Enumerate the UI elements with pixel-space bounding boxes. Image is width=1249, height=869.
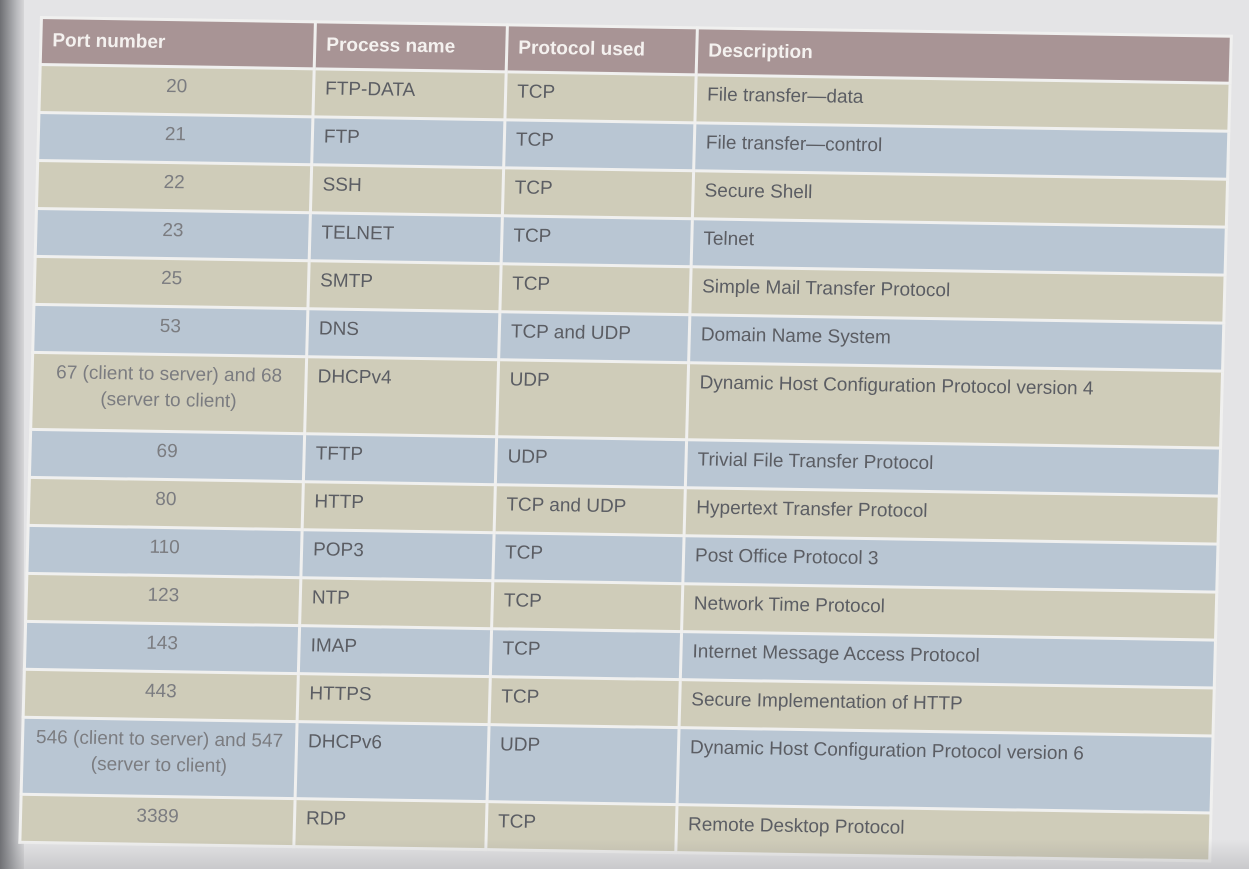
cell-port-number: 546 (client to server) and 547 (server t… xyxy=(21,717,298,799)
cell-protocol: UDP xyxy=(495,436,687,488)
cell-description: Telnet xyxy=(691,218,1227,276)
cell-process-name: DHCPv6 xyxy=(295,721,490,802)
cell-protocol: TCP xyxy=(502,167,694,219)
table-body: 20 FTP-DATA TCP File transfer—data 21 FTP TCP F… xyxy=(19,64,1231,861)
cell-description: File transfer—data xyxy=(694,74,1231,132)
cell-process-name: DNS xyxy=(306,308,500,360)
bottom-shadow xyxy=(0,839,1249,869)
cell-description: File transfer—control xyxy=(693,122,1229,180)
cell-port-number: 443 xyxy=(23,669,299,722)
cell-port-number: 110 xyxy=(26,525,303,578)
header-port-number: Port number xyxy=(40,17,316,69)
cell-process-name: SMTP xyxy=(307,260,502,312)
cell-process-name: TFTP xyxy=(303,433,497,485)
cell-process-name: DHCPv4 xyxy=(304,356,499,437)
cell-protocol: TCP xyxy=(504,71,697,123)
cell-protocol: UDP xyxy=(496,359,689,440)
cell-process-name: FTP-DATA xyxy=(312,68,507,120)
cell-protocol: UDP xyxy=(487,724,680,805)
cell-protocol: TCP and UDP xyxy=(498,311,690,363)
cell-port-number: 20 xyxy=(38,64,315,117)
cell-port-number: 25 xyxy=(33,256,310,309)
port-table: Port number Process name Protocol used D… xyxy=(18,16,1233,863)
cell-port-number: 69 xyxy=(29,429,305,482)
cell-description: Post Office Protocol 3 xyxy=(682,535,1219,593)
cell-port-number: 123 xyxy=(25,573,301,626)
cell-protocol: TCP xyxy=(501,215,693,267)
cell-process-name: FTP xyxy=(311,116,505,168)
cell-protocol: TCP xyxy=(489,676,681,728)
cell-description: Internet Message Access Protocol xyxy=(680,631,1216,689)
cell-protocol: TCP xyxy=(492,532,685,584)
cell-process-name: NTP xyxy=(299,577,493,629)
port-table-container: Port number Process name Protocol used D… xyxy=(19,16,1232,861)
cell-process-name: SSH xyxy=(310,164,504,216)
projector-edge-shadow xyxy=(0,0,24,869)
cell-description: Secure Implementation of HTTP xyxy=(679,679,1215,737)
cell-process-name: HTTP xyxy=(302,481,496,533)
cell-description: Dynamic Host Configuration Protocol vers… xyxy=(677,727,1213,813)
cell-protocol: TCP xyxy=(499,263,692,315)
cell-port-number: 23 xyxy=(35,208,311,261)
header-process-name: Process name xyxy=(314,21,508,72)
cell-process-name: IMAP xyxy=(298,625,492,677)
cell-description: Network Time Protocol xyxy=(681,583,1217,641)
cell-description: Dynamic Host Configuration Protocol vers… xyxy=(686,362,1223,449)
cell-process-name: POP3 xyxy=(300,529,495,581)
cell-process-name: TELNET xyxy=(309,212,503,264)
cell-protocol: TCP and UDP xyxy=(494,484,686,536)
cell-port-number: 22 xyxy=(36,160,312,213)
cell-port-number: 143 xyxy=(24,621,300,674)
cell-description: Secure Shell xyxy=(692,170,1228,228)
cell-port-number: 67 (client to server) and 68 (server to … xyxy=(30,352,307,434)
cell-description: Simple Mail Transfer Protocol xyxy=(689,266,1226,324)
cell-port-number: 80 xyxy=(28,477,304,530)
cell-port-number: 21 xyxy=(37,112,313,165)
cell-protocol: TCP xyxy=(490,628,682,680)
cell-description: Hypertext Transfer Protocol xyxy=(684,487,1220,545)
cell-protocol: TCP xyxy=(491,580,683,632)
cell-description: Domain Name System xyxy=(688,314,1224,372)
cell-process-name: HTTPS xyxy=(297,673,491,725)
cell-port-number: 53 xyxy=(32,304,308,357)
header-description: Description xyxy=(696,27,1232,84)
cell-description: Trivial File Transfer Protocol xyxy=(685,439,1221,497)
header-protocol-used: Protocol used xyxy=(506,24,698,75)
cell-protocol: TCP xyxy=(503,119,695,171)
